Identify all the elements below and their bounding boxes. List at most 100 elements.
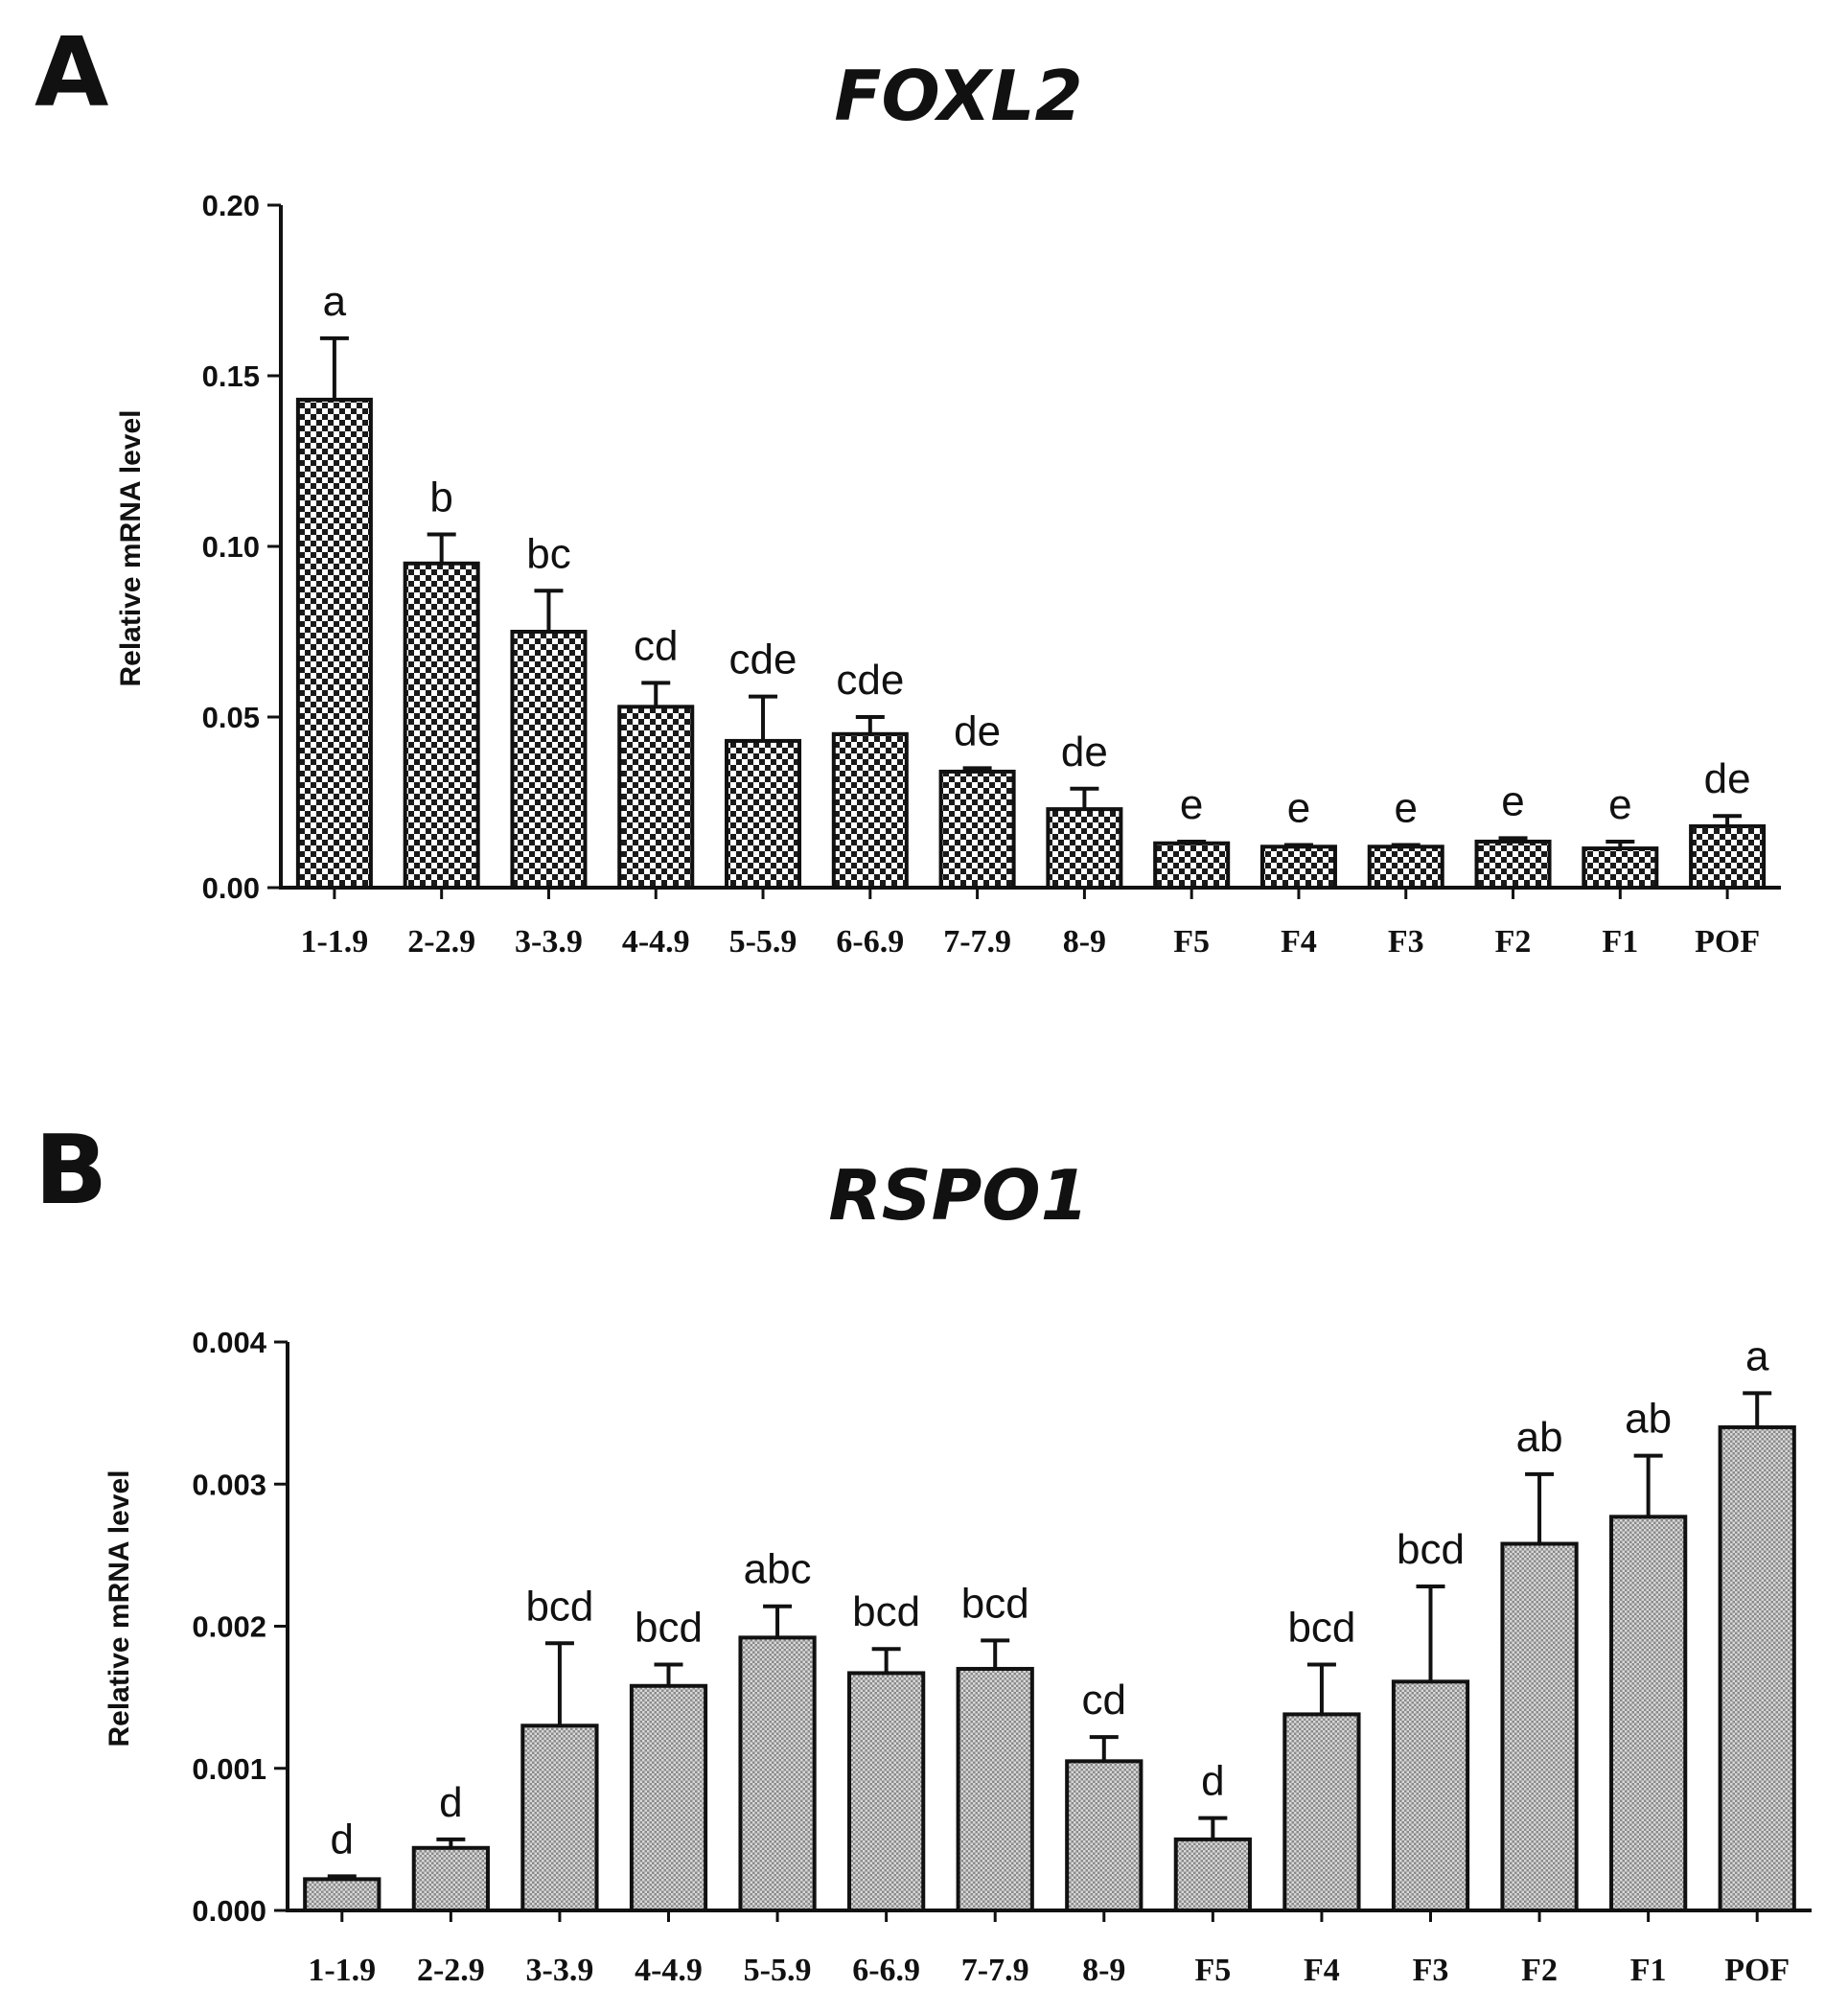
significance-label: bcd [635, 1605, 703, 1652]
panel-a-letter: A [35, 16, 108, 128]
x-tick-label: POF [1695, 924, 1760, 960]
bar [1153, 841, 1231, 890]
x-tick-label: 3-3.9 [526, 1953, 594, 1988]
x-tick-label: 5-5.9 [744, 1953, 812, 1988]
bar [1391, 1679, 1470, 1912]
bar [403, 561, 480, 890]
x-tick-label: 7-7.9 [943, 924, 1011, 960]
chart-b-plot: 0.000 0.001 0.002 0.003 0.004 1-1.9 d 2-2.9 d 3-3… [192, 1326, 1812, 1988]
significance-label: e [1180, 781, 1203, 828]
significance-label: a [323, 278, 347, 325]
bar [831, 731, 909, 890]
bar [1259, 845, 1337, 891]
x-tick-label: 4-4.9 [622, 924, 690, 960]
bar [1689, 823, 1767, 890]
y-tick-label: 0.15 [202, 359, 260, 393]
significance-label: b [429, 474, 452, 521]
x-tick-label: 2-2.9 [407, 924, 475, 960]
bar [1065, 1759, 1143, 1913]
x-tick-label: F3 [1388, 924, 1424, 960]
bar [295, 397, 373, 890]
x-tick-label: F2 [1495, 924, 1532, 960]
panel-b-letter: B [35, 1114, 107, 1226]
bar [510, 630, 588, 890]
bar [1718, 1424, 1796, 1912]
significance-label: bcd [1287, 1605, 1355, 1652]
bar [738, 1635, 817, 1912]
significance-label: ab [1516, 1414, 1563, 1461]
bar [1282, 1712, 1361, 1913]
y-tick-label: 0.002 [192, 1610, 266, 1644]
x-tick-label: 2-2.9 [417, 1953, 485, 1988]
significance-label: cd [1082, 1677, 1126, 1724]
y-tick-label: 0.00 [202, 871, 260, 905]
y-tick-label: 0.004 [192, 1326, 266, 1359]
y-tick-label: 0.003 [192, 1468, 266, 1501]
bar [1367, 845, 1444, 891]
x-tick-label: 1-1.9 [300, 924, 368, 960]
x-tick-label: F3 [1413, 1953, 1449, 1988]
significance-label: e [1287, 785, 1310, 832]
bar [411, 1845, 490, 1913]
significance-label: ab [1625, 1396, 1672, 1443]
chart-a-plot: 0.00 0.05 0.10 0.15 0.20 1-1.9 a 2-2.9 b 3-3.9 bc 4… [202, 189, 1781, 960]
x-tick-label: 4-4.9 [635, 1953, 703, 1988]
bar [1500, 1541, 1579, 1912]
x-tick-label: F4 [1304, 1953, 1340, 1988]
significance-label: abc [744, 1546, 812, 1593]
significance-label: bcd [1397, 1526, 1465, 1573]
x-tick-label: 8-9 [1063, 924, 1106, 960]
x-tick-label: F4 [1281, 924, 1317, 960]
x-tick-label: 1-1.9 [308, 1953, 376, 1988]
significance-label: de [1061, 729, 1108, 775]
chart-b-ylabel: Relative mRNA level [104, 1469, 135, 1747]
bar [1609, 1515, 1688, 1913]
bar [1474, 839, 1552, 891]
x-tick-label: F5 [1173, 924, 1210, 960]
chart-a-title: FOXL2 [834, 56, 1082, 136]
panel-b: B RSPO1 Relative mRNA level 0.0000.0010.… [35, 1114, 1812, 1988]
x-tick-label: 5-5.9 [729, 924, 797, 960]
x-tick-label: 6-6.9 [836, 924, 904, 960]
bar [617, 705, 695, 890]
significance-label: e [1608, 781, 1631, 828]
bar [725, 738, 802, 890]
bar [938, 769, 1016, 891]
significance-label: e [1395, 785, 1418, 832]
panel-a: A FOXL2 Relative mRNA level 0.00 0.05 0.10… [35, 16, 1781, 960]
y-tick-label: 0.20 [202, 189, 260, 222]
bar [1046, 807, 1123, 890]
significance-label: bcd [852, 1588, 920, 1635]
significance-label: de [954, 707, 1001, 754]
x-tick-label: 3-3.9 [515, 924, 583, 960]
y-tick-label: 0.001 [192, 1752, 266, 1786]
bar [520, 1724, 599, 1913]
x-tick-label: F2 [1521, 1953, 1558, 1988]
bar [847, 1671, 926, 1912]
significance-label: cde [729, 636, 797, 683]
significance-label: cde [836, 657, 904, 704]
chart-a-ylabel: Relative mRNA level [115, 409, 147, 686]
x-tick-label: 6-6.9 [852, 1953, 920, 1988]
bar [629, 1683, 708, 1913]
significance-label: d [331, 1816, 354, 1863]
x-tick-label: 8-9 [1082, 1953, 1125, 1988]
significance-label: de [1704, 755, 1751, 802]
significance-label: bcd [525, 1583, 593, 1630]
chart-b-title: RSPO1 [828, 1155, 1088, 1236]
significance-label: a [1745, 1332, 1769, 1379]
x-tick-label: 7-7.9 [961, 1953, 1029, 1988]
significance-label: cd [634, 622, 678, 669]
significance-label: bc [526, 530, 570, 577]
y-tick-label: 0.000 [192, 1894, 266, 1928]
significance-label: d [439, 1779, 462, 1826]
x-tick-label: F1 [1630, 1953, 1667, 1988]
bar [1582, 846, 1659, 890]
significance-label: d [1201, 1758, 1224, 1805]
bar [1173, 1837, 1252, 1912]
x-tick-label: POF [1724, 1953, 1790, 1988]
bar [956, 1666, 1034, 1912]
x-tick-label: F5 [1194, 1953, 1231, 1988]
bar [303, 1877, 381, 1913]
